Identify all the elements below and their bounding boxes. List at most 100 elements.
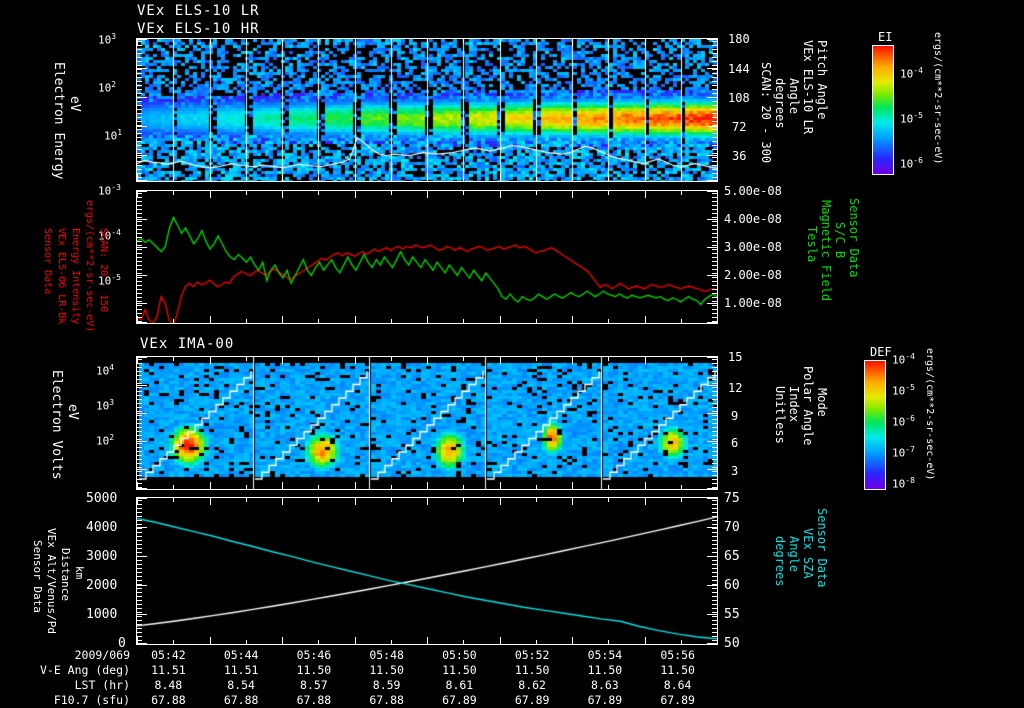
axis-x-tick (427, 39, 428, 46)
axis-minor-tick (137, 371, 142, 372)
axis-x-tick (572, 357, 573, 364)
axis-minor-tick (712, 193, 717, 194)
axis-minor-tick (712, 524, 717, 525)
axis-major-tick (707, 97, 717, 98)
axis-minor-tick (712, 379, 717, 380)
axis-x-minor-tick (681, 177, 682, 181)
axis-minor-tick (712, 269, 717, 270)
panel3-right-axis-label-3: Index (787, 386, 801, 423)
axis-major-tick (707, 498, 717, 499)
axis-x-minor-tick (463, 39, 464, 43)
axis-minor-tick (712, 277, 717, 278)
axis-minor-tick (712, 229, 717, 230)
axis-minor-tick (137, 85, 142, 86)
axis-minor-tick (137, 479, 142, 480)
panel3-colorbar-tick-4: 10-7 (892, 445, 915, 460)
axis-major-tick (707, 385, 717, 386)
axis-minor-tick (137, 301, 142, 302)
axis-minor-tick (712, 403, 717, 404)
panel1-right-tick-144: 144 (728, 62, 750, 76)
axis-minor-tick (137, 427, 142, 428)
axis-x-tick (645, 357, 646, 364)
axis-minor-tick (712, 65, 717, 66)
axis-minor-tick (137, 221, 142, 222)
axis-minor-tick (137, 403, 142, 404)
axis-x-tick (137, 482, 138, 489)
axis-minor-tick (712, 632, 717, 633)
panel4-left-tick-0: 0 (118, 636, 126, 651)
ve-ang-row-cell: 11.50 (514, 663, 550, 677)
axis-minor-tick (137, 435, 142, 436)
axis-minor-tick (712, 504, 717, 505)
panel1-plot-frame (136, 38, 718, 182)
axis-minor-tick (137, 504, 142, 505)
axis-minor-tick (137, 177, 142, 178)
axis-major-tick (137, 322, 147, 323)
axis-minor-tick (712, 620, 717, 621)
axis-minor-tick (137, 443, 142, 444)
panel4-line-plot (137, 498, 717, 644)
axis-x-tick (137, 39, 138, 46)
axis-x-minor-tick (536, 640, 537, 644)
axis-minor-tick (137, 165, 142, 166)
axis-x-tick (500, 637, 501, 644)
axis-minor-tick (137, 313, 142, 314)
axis-major-tick (137, 469, 147, 470)
axis-minor-tick (137, 53, 142, 54)
axis-minor-tick (137, 277, 142, 278)
panel2-right-tick-5: 1.00e-08 (724, 296, 782, 310)
lst-row-cell: 8.64 (663, 678, 692, 692)
panel1-right-axis-label-4: degrees (773, 78, 787, 129)
axis-major-tick (137, 413, 147, 414)
axis-minor-tick (137, 117, 142, 118)
axis-minor-tick (137, 57, 142, 58)
panel4-left-axis-label-2: VEx Alt/Venus/Pd (45, 528, 58, 634)
axis-minor-tick (712, 129, 717, 130)
axis-major-tick (137, 275, 147, 276)
axis-major-tick (137, 614, 147, 615)
axis-minor-tick (712, 109, 717, 110)
axis-minor-tick (712, 592, 717, 593)
panel4-right-tick-55: 55 (724, 607, 740, 622)
axis-minor-tick (137, 109, 142, 110)
axis-x-tick (137, 498, 138, 505)
axis-minor-tick (712, 141, 717, 142)
axis-minor-tick (712, 117, 717, 118)
axis-minor-tick (137, 289, 142, 290)
f107-row-cell: 67.89 (587, 693, 623, 707)
axis-minor-tick (137, 113, 142, 114)
ve-ang-row-cell: 11.51 (151, 663, 186, 677)
panel1-spectrogram (137, 39, 717, 181)
axis-minor-tick (137, 137, 142, 138)
axis-minor-tick (712, 500, 717, 501)
axis-x-tick (645, 39, 646, 46)
axis-major-tick (707, 155, 717, 156)
axis-x-tick (282, 39, 283, 46)
axis-minor-tick (137, 193, 142, 194)
axis-minor-tick (137, 576, 142, 577)
panel2-line-plot (137, 191, 717, 323)
row-label-lst-row: LST (hr) (74, 678, 130, 692)
axis-minor-tick (712, 217, 717, 218)
axis-minor-tick (712, 73, 717, 74)
panel3-left-axis-label-2: eV (65, 404, 80, 420)
axis-minor-tick (137, 121, 142, 122)
axis-x-minor-tick (246, 485, 247, 489)
axis-x-minor-tick (173, 485, 174, 489)
axis-minor-tick (137, 439, 142, 440)
axis-minor-tick (137, 69, 142, 70)
axis-minor-tick (137, 309, 142, 310)
axis-x-minor-tick (463, 191, 464, 195)
axis-minor-tick (137, 49, 142, 50)
axis-minor-tick (712, 435, 717, 436)
time-row-cell: 05:48 (369, 648, 404, 662)
axis-major-tick (137, 527, 147, 528)
axis-minor-tick (137, 552, 142, 553)
axis-minor-tick (712, 241, 717, 242)
f107-row-cell: 67.88 (296, 693, 332, 707)
axis-minor-tick (137, 65, 142, 66)
axis-x-tick (137, 357, 138, 364)
axis-x-minor-tick (681, 485, 682, 489)
axis-major-tick (137, 39, 147, 40)
